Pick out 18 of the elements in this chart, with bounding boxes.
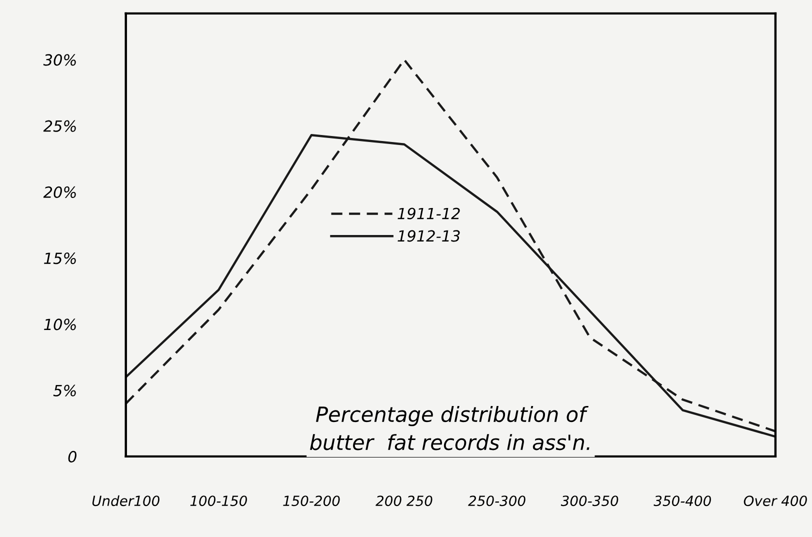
x-tick-label: 200 250 <box>376 496 432 506</box>
x-tick-label: 150-200 <box>283 496 340 506</box>
x-tick-label: 100-150 <box>190 496 247 506</box>
x-tick-label: Over 400 <box>744 496 807 506</box>
x-tick-label: 300-350 <box>560 496 618 506</box>
y-tick-label: 15% <box>44 252 76 264</box>
legend-label: 1912-13 <box>398 230 460 242</box>
y-tick-label: 5% <box>53 384 76 396</box>
legend-label: 1911-12 <box>398 208 460 220</box>
annotation: Percentage distribution of butter fat records in ass'n. <box>310 406 590 450</box>
x-tick-label: 250-300 <box>468 496 526 506</box>
y-tick-label: 10% <box>44 318 76 330</box>
y-tick-label: 30% <box>43 54 76 66</box>
y-tick-label: 20% <box>43 186 76 198</box>
x-tick-label: 350-400 <box>654 496 711 506</box>
y-tick-label: 0 <box>68 450 76 462</box>
x-tick-label: Under100 <box>92 495 160 506</box>
y-tick-label: 25% <box>43 120 76 132</box>
